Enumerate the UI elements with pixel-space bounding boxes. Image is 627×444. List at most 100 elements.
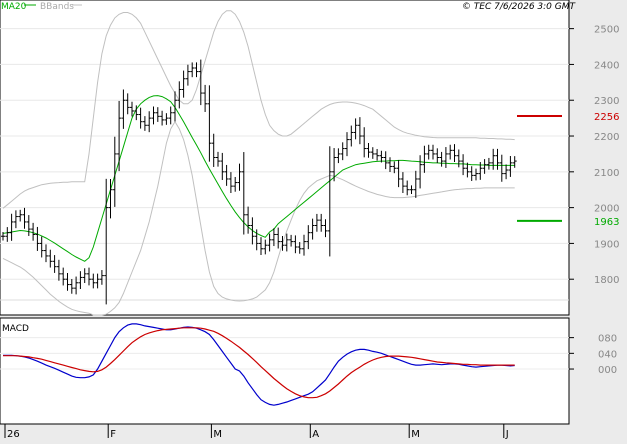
price-bar bbox=[39, 236, 44, 258]
price-bar bbox=[130, 101, 134, 117]
price-bar bbox=[246, 206, 251, 234]
price-bar bbox=[491, 148, 496, 170]
price-bar bbox=[276, 227, 281, 249]
macd-title: MACD bbox=[2, 324, 29, 334]
price-bar bbox=[35, 226, 40, 251]
price-bar bbox=[302, 234, 306, 256]
price-bar bbox=[383, 151, 388, 170]
price-bar bbox=[82, 268, 87, 283]
price-tick-label: 2100 bbox=[594, 168, 619, 179]
price-bar bbox=[370, 147, 375, 159]
price-bar bbox=[327, 146, 332, 257]
macd-axis-labels: 000 040 080 bbox=[598, 334, 617, 376]
price-bars bbox=[1, 59, 517, 305]
price-bar bbox=[138, 107, 143, 129]
price-bar bbox=[293, 235, 298, 254]
price-bar bbox=[332, 148, 337, 182]
price-tick-label: 1900 bbox=[594, 239, 619, 250]
price-bar bbox=[74, 276, 79, 295]
price-bar bbox=[173, 91, 177, 122]
price-bar bbox=[13, 210, 18, 229]
price-bar bbox=[439, 151, 444, 167]
price-bar bbox=[345, 132, 349, 157]
price-bar bbox=[448, 144, 453, 160]
price-bar bbox=[147, 111, 152, 133]
price-bar bbox=[22, 207, 27, 229]
macd-tick-label: 080 bbox=[598, 334, 617, 345]
price-bar bbox=[340, 142, 345, 161]
price-bar bbox=[87, 267, 91, 286]
bbands-upper-line bbox=[2, 10, 515, 209]
price-bar bbox=[400, 172, 405, 194]
price-panel bbox=[0, 0, 570, 316]
price-bar bbox=[336, 148, 341, 164]
price-bar bbox=[263, 239, 268, 255]
month-label: 26 bbox=[7, 429, 20, 440]
price-bar bbox=[409, 185, 414, 195]
price-bar bbox=[155, 107, 160, 122]
price-bar bbox=[224, 164, 229, 186]
price-tick-label: 2000 bbox=[594, 204, 619, 215]
price-bar bbox=[461, 154, 466, 176]
price-bar bbox=[241, 152, 246, 235]
price-axis-labels: 1800 1900 2000 2100 2200 2300 2400 2500 bbox=[594, 25, 619, 287]
bbands-legend-label: BBands bbox=[40, 2, 74, 12]
price-bar bbox=[323, 219, 328, 238]
month-axis-labels: 26 F M A M J bbox=[4, 424, 509, 440]
price-bar bbox=[233, 176, 238, 192]
price-bar bbox=[353, 118, 358, 140]
price-levels: 2256 1963 bbox=[517, 112, 619, 228]
price-bar bbox=[435, 148, 440, 164]
price-bar bbox=[366, 142, 371, 158]
price-bar bbox=[168, 106, 173, 125]
price-bar bbox=[267, 233, 272, 252]
resistance-level-label: 2256 bbox=[594, 112, 619, 123]
price-bar bbox=[78, 271, 83, 290]
ma20-legend-label: MA20 bbox=[1, 2, 27, 12]
price-bar bbox=[185, 64, 190, 86]
price-bar bbox=[203, 84, 208, 112]
price-tick-label: 2200 bbox=[594, 132, 619, 143]
price-bar bbox=[95, 273, 100, 289]
price-bar bbox=[478, 162, 483, 180]
price-bar bbox=[456, 149, 461, 168]
month-label: A bbox=[312, 429, 319, 440]
price-bar bbox=[512, 156, 517, 168]
macd-tick-label: 040 bbox=[598, 349, 617, 360]
month-label: J bbox=[505, 429, 509, 440]
price-bar bbox=[388, 157, 392, 173]
price-bar bbox=[112, 136, 117, 207]
price-bar bbox=[357, 117, 362, 145]
price-bar bbox=[504, 164, 509, 180]
price-tick-label: 2400 bbox=[594, 60, 619, 71]
price-bar bbox=[486, 157, 491, 170]
price-bar bbox=[452, 144, 457, 162]
price-bar bbox=[418, 155, 423, 189]
price-bar bbox=[31, 222, 36, 241]
price-tick-label: 1800 bbox=[594, 275, 619, 286]
price-bar bbox=[164, 113, 169, 125]
price-bar bbox=[69, 278, 74, 294]
price-bar bbox=[194, 62, 199, 78]
price-bar bbox=[379, 150, 384, 163]
price-bar bbox=[469, 166, 474, 181]
price-bar bbox=[177, 81, 182, 109]
bbands-group bbox=[2, 10, 515, 316]
price-bar bbox=[99, 270, 104, 285]
price-bar bbox=[280, 236, 285, 251]
price-bar bbox=[349, 125, 354, 147]
price-bar bbox=[297, 242, 302, 254]
price-bar bbox=[216, 151, 220, 167]
month-label: F bbox=[110, 429, 116, 440]
macd-panel bbox=[0, 317, 570, 425]
ma20-line bbox=[2, 95, 515, 262]
price-bar bbox=[508, 155, 513, 177]
price-bar bbox=[48, 249, 53, 268]
price-bar bbox=[160, 110, 165, 126]
price-bar bbox=[422, 145, 427, 173]
price-bar bbox=[56, 259, 61, 281]
price-bar bbox=[259, 237, 263, 256]
price-bar bbox=[108, 178, 113, 219]
